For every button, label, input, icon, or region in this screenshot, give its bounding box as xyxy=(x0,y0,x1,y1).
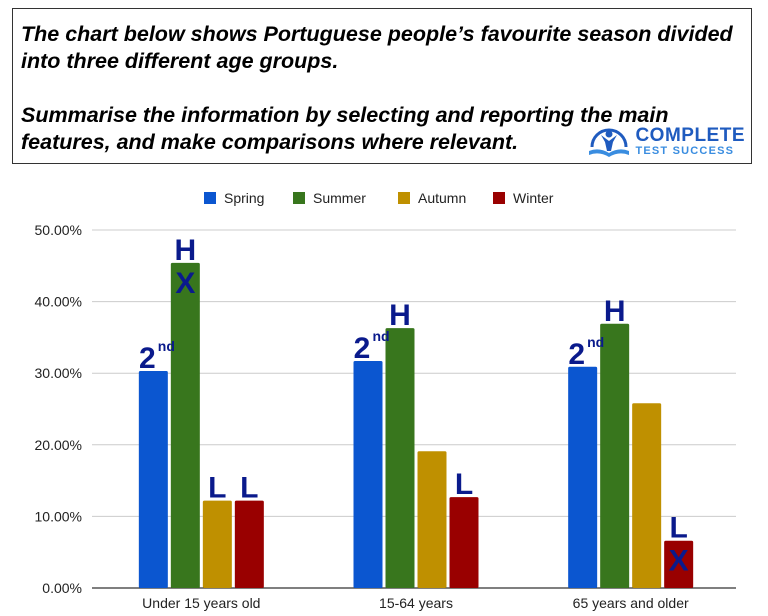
logo-line-2: TEST SUCCESS xyxy=(635,145,735,157)
legend-label-spring: Spring xyxy=(224,190,264,206)
y-tick-label: 30.00% xyxy=(35,365,82,381)
annotation-inside-label: X xyxy=(669,545,689,578)
bar-summer xyxy=(385,328,415,588)
annotation-label: L xyxy=(208,472,226,505)
legend-label-autumn: Autumn xyxy=(418,190,466,206)
bar-winter xyxy=(449,497,479,588)
logo-line-1: COMPLETE xyxy=(635,125,745,146)
x-tick-label: 65 years and older xyxy=(573,595,689,611)
annotation-superscript: nd xyxy=(587,334,604,350)
annotation-label: H xyxy=(604,295,626,328)
x-tick-label: Under 15 years old xyxy=(142,595,260,611)
y-tick-label: 0.00% xyxy=(42,580,82,596)
prompt-line-2: Summarise the information by selecting a… xyxy=(21,103,669,154)
task-prompt-box: The chart below shows Portuguese people’… xyxy=(12,8,752,164)
bar-spring xyxy=(568,366,598,588)
annotation-label: L xyxy=(455,468,473,501)
annotation-label: H xyxy=(389,299,411,332)
y-tick-label: 40.00% xyxy=(35,294,82,310)
annotation-label: L xyxy=(670,512,688,545)
prompt-line-1: The chart below shows Portuguese people’… xyxy=(21,22,733,73)
bar-spring xyxy=(353,361,383,588)
annotation-superscript: nd xyxy=(158,338,175,354)
reader-book-icon xyxy=(589,128,630,157)
annotation-label: 2 xyxy=(568,338,585,371)
annotation-superscript: nd xyxy=(372,328,389,344)
bar-spring xyxy=(138,371,168,588)
annotation-inside-label: X xyxy=(175,267,195,300)
legend-swatch-spring xyxy=(204,192,216,204)
legend-swatch-autumn xyxy=(398,192,410,204)
bar-autumn xyxy=(632,403,662,588)
y-tick-label: 10.00% xyxy=(35,508,82,524)
bar-summer xyxy=(170,262,200,588)
y-tick-label: 20.00% xyxy=(35,437,82,453)
bar-winter xyxy=(234,500,264,588)
x-tick-label: 15-64 years xyxy=(379,595,453,611)
bar-autumn xyxy=(202,500,232,588)
complete-test-success-logo: COMPLETE TEST SUCCESS xyxy=(586,125,745,159)
annotation-label: 2 xyxy=(139,342,156,375)
bar-autumn xyxy=(417,451,447,588)
y-tick-label: 50.00% xyxy=(35,222,82,238)
annotation-label: H xyxy=(174,234,196,267)
legend-label-winter: Winter xyxy=(513,190,554,206)
annotation-label: 2 xyxy=(354,332,371,365)
bar-summer xyxy=(600,323,630,588)
season-bar-chart: 0.00% 10.00% 20.00% 30.00% 40.00% 50.00% Sprin… xyxy=(35,190,736,611)
bar-winter xyxy=(664,540,694,588)
legend-swatch-winter xyxy=(493,192,505,204)
annotation-label: L xyxy=(240,472,258,505)
legend-label-summer: Summer xyxy=(313,190,366,206)
legend-swatch-summer xyxy=(293,192,305,204)
